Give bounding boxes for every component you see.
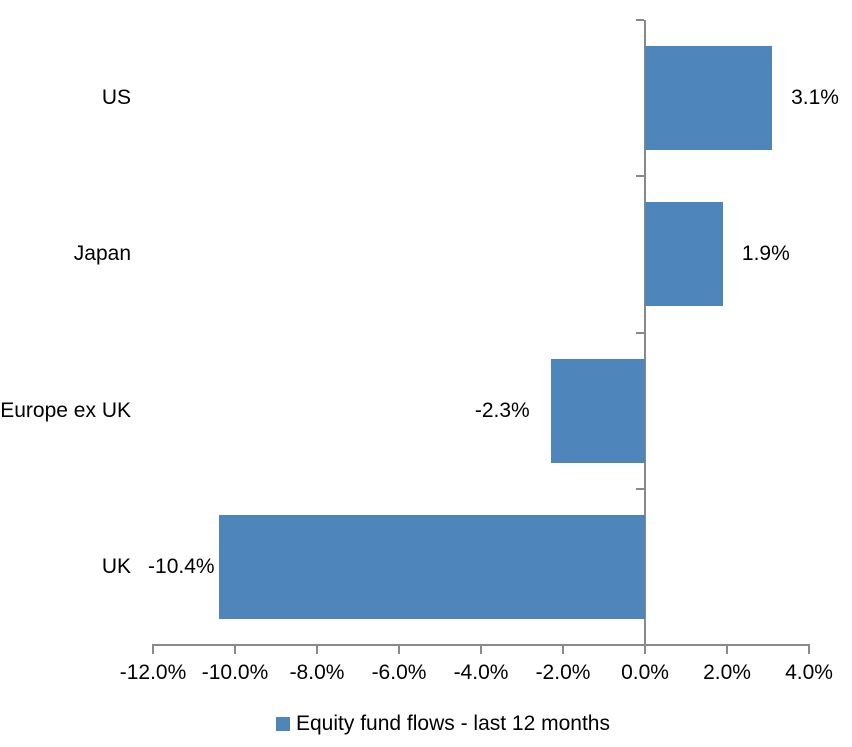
y-axis-tick [636,487,644,490]
category-label: UK [101,554,131,578]
legend-swatch-icon [276,717,290,731]
y-axis-tick [636,19,644,21]
x-axis-tick [480,646,482,654]
x-axis-tick-label: 0.0% [621,661,669,684]
y-axis-tick [636,331,644,334]
bar-uk [218,514,645,619]
x-axis-tick-label: -6.0% [371,661,427,684]
x-axis-tick [398,646,400,654]
x-axis-tick [808,646,810,654]
value-label: -10.4% [148,554,215,578]
x-axis-tick [562,646,564,654]
x-axis-tick-label: -12.0% [119,661,187,684]
x-axis-tick-label: -4.0% [453,661,509,684]
bar-japan [645,202,723,307]
x-axis-line [152,644,810,646]
x-axis-tick [644,646,646,654]
legend-label: Equity fund flows - last 12 months [296,712,610,735]
value-label: -2.3% [474,398,530,422]
x-axis-tick-label: -2.0% [535,661,591,684]
x-axis-tick [152,646,154,654]
bar-europe-ex-uk [550,358,645,463]
x-axis-tick [316,646,318,654]
value-label: 3.1% [791,86,839,110]
x-axis-tick-label: 2.0% [703,661,751,684]
x-axis-tick [726,646,728,654]
legend: Equity fund flows - last 12 months [276,710,610,738]
x-axis-tick-label: -10.0% [201,661,269,684]
x-axis-tick-label: 4.0% [785,661,833,684]
bar-us [645,46,773,151]
category-label: Europe ex UK [0,398,131,422]
x-axis-tick-label: -8.0% [289,661,345,684]
y-axis-tick [636,175,644,178]
category-label: US [101,86,131,110]
category-label: Japan [73,242,131,266]
value-label: 1.9% [741,242,790,266]
y-axis-line [644,20,646,654]
y-axis-tick [636,644,644,646]
x-axis-tick [234,646,236,654]
